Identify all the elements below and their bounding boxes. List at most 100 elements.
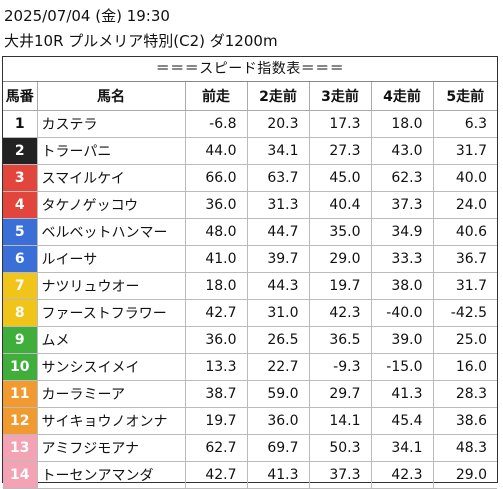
table-row: 5 ベルベットハンマー 48.0 44.7 35.0 34.9 40.6 — [3, 218, 497, 246]
table-row: 13 アミフジモアナ 62.7 69.7 50.3 34.1 48.3 — [3, 434, 497, 462]
race-date-time: 2025/07/04 (金) 19:30 — [4, 7, 170, 25]
speed-index-value: 38.0 — [370, 272, 434, 300]
header-row: 馬番 馬名 前走 2走前 3走前 4走前 5走前 — [3, 82, 497, 111]
speed-index-value: 42.7 — [184, 461, 248, 489]
table-row: 6 ルイーサ 41.0 39.7 29.0 33.3 36.7 — [3, 245, 497, 273]
col-header-4back: 4走前 — [370, 82, 434, 111]
speed-index-value: 45.0 — [308, 164, 372, 192]
speed-index-value: 39.7 — [246, 245, 310, 273]
horse-number: 10 — [3, 353, 38, 381]
horse-name: カステラ — [36, 110, 186, 138]
speed-index-value: 18.0 — [184, 272, 248, 300]
speed-index-value: 63.7 — [246, 164, 310, 192]
speed-index-value: 20.3 — [246, 110, 310, 138]
horse-number: 14 — [3, 461, 38, 489]
speed-index-value: -9.3 — [308, 353, 372, 381]
horse-name: サンシスイメイ — [36, 353, 186, 381]
horse-number: 2 — [3, 137, 38, 165]
horse-number: 9 — [3, 326, 38, 354]
horse-name: トーセンアマンダ — [36, 461, 186, 489]
speed-index-value: 42.7 — [184, 299, 248, 327]
speed-index-value: -40.0 — [370, 299, 434, 327]
speed-index-value: 42.3 — [370, 461, 434, 489]
table-row: 3 スマイルケイ 66.0 63.7 45.0 62.3 40.0 — [3, 164, 497, 192]
speed-index-value: 40.4 — [308, 191, 372, 219]
horse-name: ベルベットハンマー — [36, 218, 186, 246]
horse-name: トラーパニ — [36, 137, 186, 165]
speed-index-value: 29.7 — [308, 380, 372, 408]
horse-name: サイキョウノオンナ — [36, 407, 186, 435]
speed-index-value: 50.3 — [308, 434, 372, 462]
col-header-name: 馬名 — [36, 82, 186, 111]
horse-number: 6 — [3, 245, 38, 273]
horse-number: 13 — [3, 434, 38, 462]
speed-index-value: 40.6 — [432, 218, 497, 246]
horse-name: ファーストフラワー — [36, 299, 186, 327]
speed-index-value: 17.3 — [308, 110, 372, 138]
speed-index-value: 62.3 — [370, 164, 434, 192]
speed-index-value: 14.1 — [308, 407, 372, 435]
speed-index-value: 29.0 — [432, 461, 497, 489]
table-row: 1 カステラ -6.8 20.3 17.3 18.0 6.3 — [3, 110, 497, 138]
table-row: 12 サイキョウノオンナ 19.7 36.0 14.1 45.4 38.6 — [3, 407, 497, 435]
speed-index-value: 69.7 — [246, 434, 310, 462]
horse-name: カーラミーア — [36, 380, 186, 408]
speed-index-value: 37.3 — [308, 461, 372, 489]
table-row: 2 トラーパニ 44.0 34.1 27.3 43.0 31.7 — [3, 137, 497, 165]
speed-index-value: 27.3 — [308, 137, 372, 165]
speed-index-value: 36.7 — [432, 245, 497, 273]
speed-index-value: 34.9 — [370, 218, 434, 246]
speed-index-value: 41.0 — [184, 245, 248, 273]
speed-index-value: 29.0 — [308, 245, 372, 273]
speed-index-value: 26.5 — [246, 326, 310, 354]
horse-number: 8 — [3, 299, 38, 327]
col-header-5back: 5走前 — [432, 82, 497, 111]
speed-index-value: 19.7 — [184, 407, 248, 435]
speed-index-value: 36.5 — [308, 326, 372, 354]
horse-name: スマイルケイ — [36, 164, 186, 192]
speed-index-value: 39.0 — [370, 326, 434, 354]
speed-index-value: -6.8 — [184, 110, 248, 138]
speed-index-value: 18.0 — [370, 110, 434, 138]
speed-index-value: 13.3 — [184, 353, 248, 381]
speed-index-value: 66.0 — [184, 164, 248, 192]
horse-number: 7 — [3, 272, 38, 300]
col-header-last: 前走 — [184, 82, 248, 111]
col-header-3back: 3走前 — [308, 82, 372, 111]
speed-index-value: 59.0 — [246, 380, 310, 408]
table-row: 4 タケノゲッコウ 36.0 31.3 40.4 37.3 24.0 — [3, 191, 497, 219]
race-title: 大井10R プルメリア特別(C2) ダ1200m — [4, 32, 278, 50]
speed-index-value: 44.3 — [246, 272, 310, 300]
speed-index-value: 40.0 — [432, 164, 497, 192]
col-header-number: 馬番 — [3, 82, 38, 111]
speed-index-value: 34.1 — [246, 137, 310, 165]
speed-index-value: 31.7 — [432, 137, 497, 165]
speed-index-value: -42.5 — [432, 299, 497, 327]
horse-number: 12 — [3, 407, 38, 435]
speed-index-value: 31.7 — [432, 272, 497, 300]
horse-number: 3 — [3, 164, 38, 192]
table-row: 7 ナツリュウオー 18.0 44.3 19.7 38.0 31.7 — [3, 272, 497, 300]
speed-index-value: 44.7 — [246, 218, 310, 246]
horse-name: アミフジモアナ — [36, 434, 186, 462]
speed-index-value: 31.3 — [246, 191, 310, 219]
speed-index-value: 35.0 — [308, 218, 372, 246]
horse-name: タケノゲッコウ — [36, 191, 186, 219]
horse-name: ムメ — [36, 326, 186, 354]
speed-index-value: 41.3 — [246, 461, 310, 489]
table-row: 14 トーセンアマンダ 42.7 41.3 37.3 42.3 29.0 — [3, 461, 497, 489]
speed-index-value: 19.7 — [308, 272, 372, 300]
speed-index-value: 36.0 — [184, 191, 248, 219]
table-row: 8 ファーストフラワー 42.7 31.0 42.3 -40.0 -42.5 — [3, 299, 497, 327]
table-row: 11 カーラミーア 38.7 59.0 29.7 41.3 28.3 — [3, 380, 497, 408]
table-row: 10 サンシスイメイ 13.3 22.7 -9.3 -15.0 16.0 — [3, 353, 497, 381]
speed-index-value: 22.7 — [246, 353, 310, 381]
speed-index-value: 44.0 — [184, 137, 248, 165]
speed-index-value: 16.0 — [432, 353, 497, 381]
horse-number: 11 — [3, 380, 38, 408]
horse-number: 1 — [3, 110, 38, 138]
speed-index-table-frame: ＝＝＝スピード指数表＝＝＝ 馬番 馬名 前走 2走前 3走前 4走前 5走前 1… — [2, 56, 498, 489]
speed-index-value: -15.0 — [370, 353, 434, 381]
speed-index-value: 31.0 — [246, 299, 310, 327]
horse-number: 5 — [3, 218, 38, 246]
